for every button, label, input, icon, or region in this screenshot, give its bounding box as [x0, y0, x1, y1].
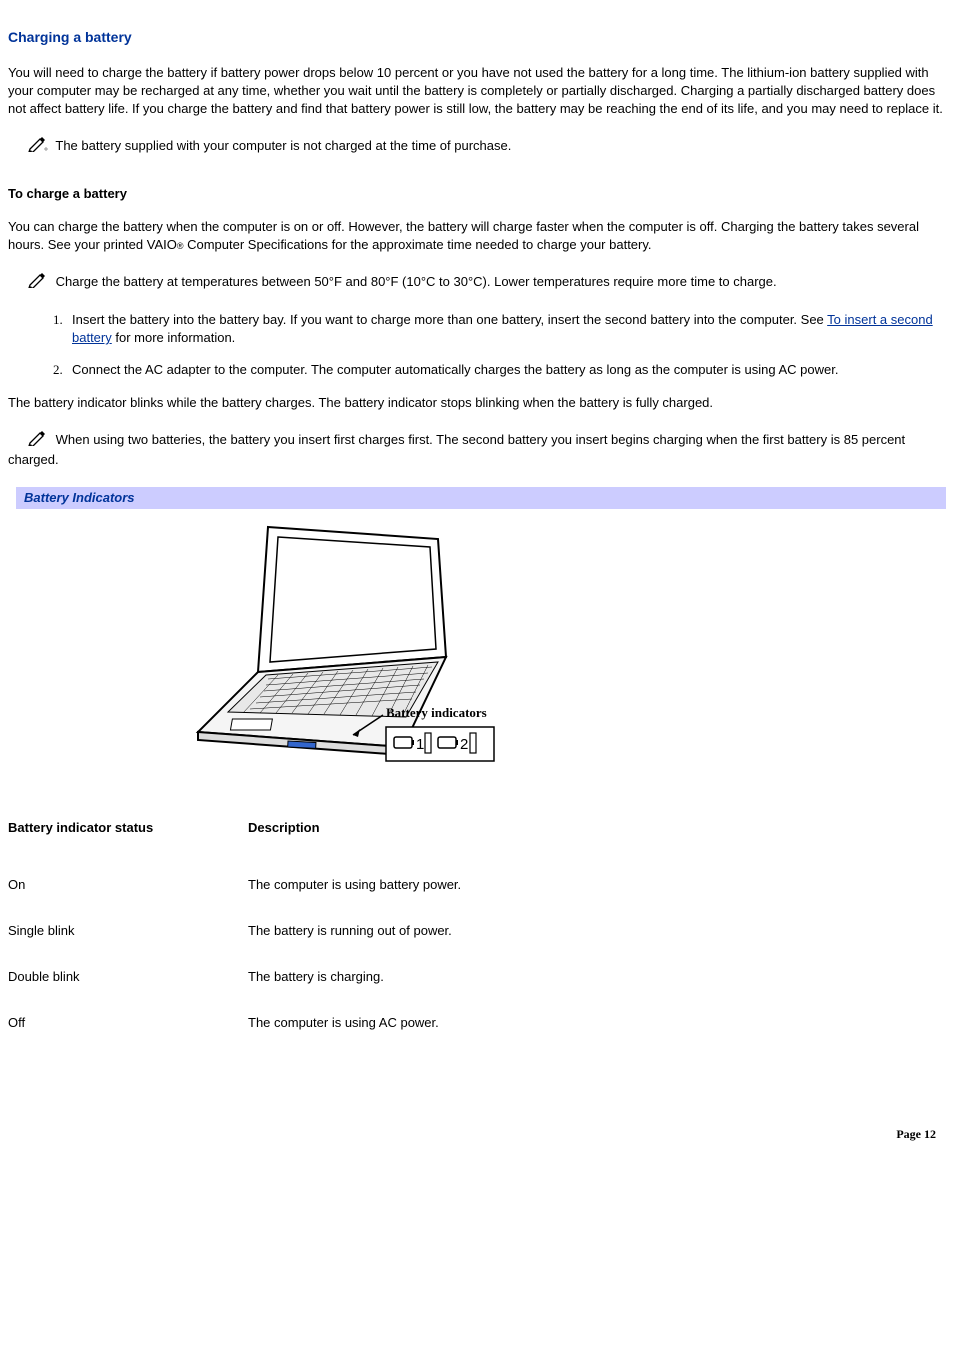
table-row: Off The computer is using AC power. [8, 1000, 481, 1046]
intro-paragraph: You will need to charge the battery if b… [8, 64, 946, 119]
table-row: On The computer is using battery power. [8, 862, 481, 908]
status-cell: Off [8, 1000, 248, 1046]
note-icon [28, 272, 50, 293]
table-row: Single blink The battery is running out … [8, 908, 481, 954]
indicator-status-table: Battery indicator status Description On … [8, 811, 481, 1046]
table-row: Double blink The battery is charging. [8, 954, 481, 1000]
step-text: for more information. [112, 330, 236, 345]
sub-intro: You can charge the battery when the comp… [8, 218, 946, 254]
step-item: Connect the AC adapter to the computer. … [66, 361, 946, 379]
steps-list: Insert the battery into the battery bay.… [8, 311, 946, 380]
description-cell: The battery is running out of power. [248, 908, 481, 954]
registered-mark: ® [177, 241, 184, 251]
note-text: When using two batteries, the battery yo… [8, 432, 905, 467]
description-cell: The battery is charging. [248, 954, 481, 1000]
note-temperature: Charge the battery at temperatures betwe… [8, 272, 946, 293]
battery-indicators-figure: Battery indicators 1 2 [8, 509, 946, 787]
status-cell: Single blink [8, 908, 248, 954]
description-cell: The computer is using AC power. [248, 1000, 481, 1046]
note-two-batteries: When using two batteries, the battery yo… [8, 430, 946, 469]
page-number: Page 12 [8, 1126, 946, 1143]
indicator-2-label: 2 [460, 736, 468, 753]
subheading: To charge a battery [8, 185, 946, 203]
step-text: Connect the AC adapter to the computer. … [72, 362, 838, 377]
step-text: Insert the battery into the battery bay.… [72, 312, 827, 327]
note-icon [28, 136, 50, 157]
description-cell: The computer is using battery power. [248, 862, 481, 908]
laptop-illustration: Battery indicators 1 2 [188, 517, 508, 787]
figure-caption: Battery Indicators [8, 487, 946, 509]
table-header-status: Battery indicator status [8, 811, 248, 861]
note-purchase: The battery supplied with your computer … [8, 136, 946, 157]
note-text: Charge the battery at temperatures betwe… [56, 274, 777, 289]
note-text: The battery supplied with your computer … [55, 138, 511, 153]
page-title: Charging a battery [8, 28, 946, 48]
after-steps: The battery indicator blinks while the b… [8, 394, 946, 412]
sub-intro-post: Computer Specifications for the approxim… [184, 237, 652, 252]
indicator-1-label: 1 [416, 736, 424, 753]
note-icon [28, 430, 50, 451]
step-item: Insert the battery into the battery bay.… [66, 311, 946, 347]
figure-label-text: Battery indicators [386, 705, 487, 720]
status-cell: Double blink [8, 954, 248, 1000]
status-cell: On [8, 862, 248, 908]
table-header-description: Description [248, 811, 481, 861]
